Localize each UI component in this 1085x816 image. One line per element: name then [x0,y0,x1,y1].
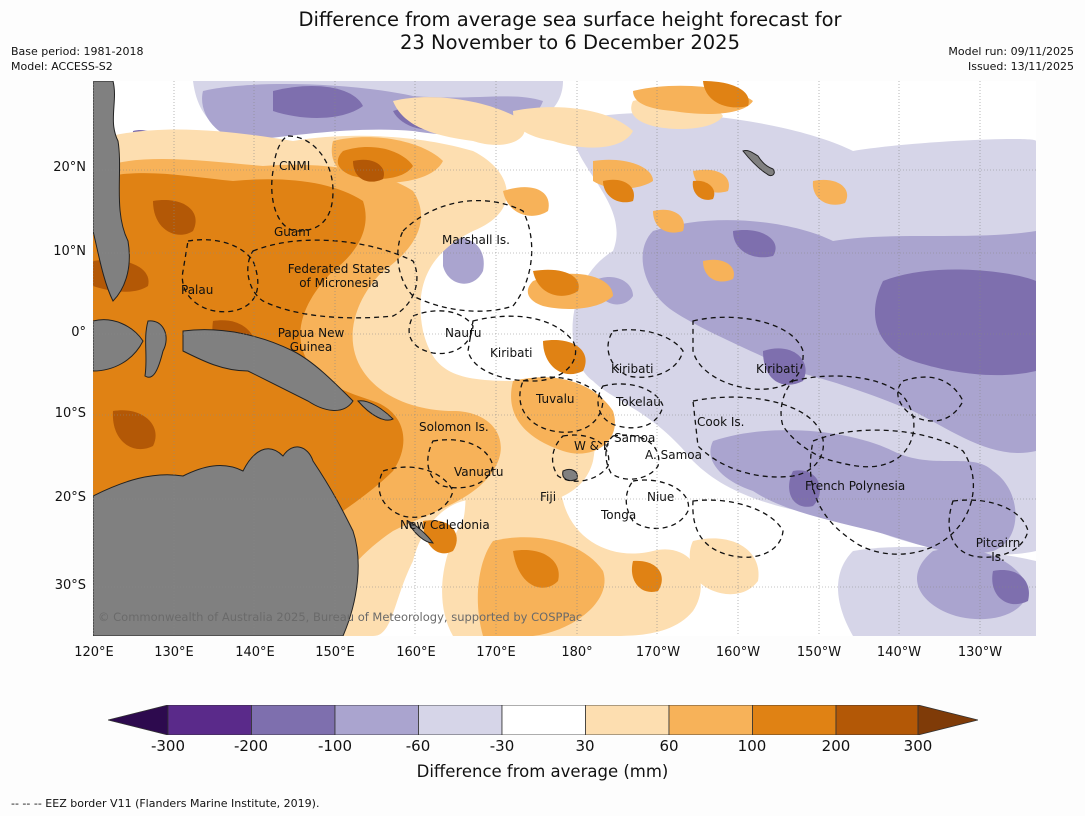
eez-footnote: -- -- -- EEZ border V11 (Flanders Marine… [11,797,320,810]
colorbar-bin-1 [167,705,252,735]
place-samoa: Samoa [614,431,656,445]
colorbar-tick: -300 [150,737,186,755]
colorbar-bin-7 [668,705,753,735]
colorbar-bin-4 [418,705,503,735]
colorbar-tick: -30 [489,737,515,755]
meta-left: Base period: 1981-2018 Model: ACCESS-S2 [11,44,143,74]
colorbar-tick: 100 [737,737,767,755]
anomaly-map [93,81,1036,636]
place-fsm-line2: of Micronesia [299,276,379,290]
place-pitcairn: Pitcairn Is. [968,536,1028,564]
sulawesi [144,320,167,378]
place-nauru: Nauru [445,326,482,340]
lon-label-160e: 160°E [396,645,436,660]
place-niue: Niue [647,490,675,504]
place-vanuatu: Vanuatu [454,465,504,479]
place-cook-islands: Cook Is. [697,415,745,429]
map-title: Difference from average sea surface heig… [0,8,1085,54]
place-new-caledonia: New Caledonia [400,518,490,532]
australia [93,446,359,636]
colorbar-bin-3 [334,705,419,735]
place-marshall-islands: Marshall Is. [442,233,510,247]
model-run: Model run: 09/11/2025 [948,45,1074,58]
place-tonga: Tonga [601,508,637,522]
lon-label-140w: 140°W [876,645,922,660]
lat-label-20s: 20°S [54,490,86,505]
eez-borders [181,135,1029,558]
place-wallis-futuna: W & F [574,439,610,453]
base-period: Base period: 1981-2018 [11,45,144,58]
lon-label-170e: 170°E [476,645,516,660]
grid-lines [93,81,1036,636]
model-name: Model: ACCESS-S2 [11,60,113,73]
lat-label-10n: 10°N [53,244,86,259]
place-png-line1: Papua New [277,326,345,340]
colorbar-tick: -60 [405,737,431,755]
colorbar-bin-8 [752,705,837,735]
place-kiribati-central: Kiribati [611,362,654,376]
colorbar-extend-high [917,705,978,735]
map-canvas [93,81,1036,636]
colorbar-bin-5 [501,705,586,735]
place-french-polynesia: French Polynesia [805,479,906,493]
meta-right: Model run: 09/11/2025 Issued: 13/11/2025 [948,44,1074,74]
place-tuvalu: Tuvalu [536,392,575,406]
colorbar-tick: 200 [821,737,851,755]
place-png-line2: Guinea [289,340,333,354]
title-line-1: Difference from average sea surface heig… [298,8,842,31]
lon-label-130w: 130°W [957,645,1003,660]
lon-label-150e: 150°E [315,645,355,660]
place-fiji: Fiji [540,490,557,504]
colorbar-bin-6 [585,705,670,735]
lon-label-130e: 130°E [154,645,194,660]
hawaii [742,150,775,177]
place-cnmi: CNMI [279,159,311,173]
place-kiribati-west: Kiribati [490,346,533,360]
lon-label-170w: 170°W [635,645,681,660]
colorbar-extend-low [108,705,169,735]
landmasses [93,81,775,636]
place-tokelau: Tokelau [616,395,661,409]
lon-label-180: 180° [561,645,593,660]
place-guam: Guam [274,225,310,239]
colorbar-bin-2 [251,705,336,735]
place-fsm-line1: Federated States [287,262,391,276]
colorbar-tick: 60 [659,737,679,755]
new-guinea [182,329,354,411]
title-line-2: 23 November to 6 December 2025 [400,31,740,54]
place-pitcairn-line2: Is. [991,550,1005,564]
place-png: Papua New Guinea [271,326,351,354]
lon-label-160w: 160°W [715,645,761,660]
borneo [93,319,144,372]
place-palau: Palau [181,283,214,297]
place-fsm: Federated States of Micronesia [279,262,399,290]
place-american-samoa: A. Samoa [645,448,702,462]
lat-label-20n: 20°N [53,160,86,175]
philippines [93,81,130,302]
issued-date: Issued: 13/11/2025 [967,60,1074,73]
new-caledonia [407,519,434,544]
lat-label-10s: 10°S [54,406,86,421]
colorbar-tick: -200 [233,737,269,755]
copyright-notice: © Commonwealth of Australia 2025, Bureau… [98,610,583,624]
lon-label-150w: 150°W [796,645,842,660]
fiji [562,468,578,482]
lon-label-140e: 140°E [235,645,275,660]
colorbar-tick: 300 [903,737,933,755]
colorbar-tick: -100 [317,737,353,755]
colorbar [108,705,978,735]
colorbar-bin-9 [835,705,919,735]
place-kiribati-east: Kiribati [756,362,799,376]
lat-label-0: 0° [71,325,86,340]
place-solomon-islands: Solomon Is. [419,420,489,434]
colorbar-tick: 30 [575,737,595,755]
place-pitcairn-line1: Pitcairn [975,536,1021,550]
lat-label-30s: 30°S [54,578,86,593]
colorbar-label: Difference from average (mm) [416,762,669,781]
lon-label-120e: 120°E [74,645,114,660]
